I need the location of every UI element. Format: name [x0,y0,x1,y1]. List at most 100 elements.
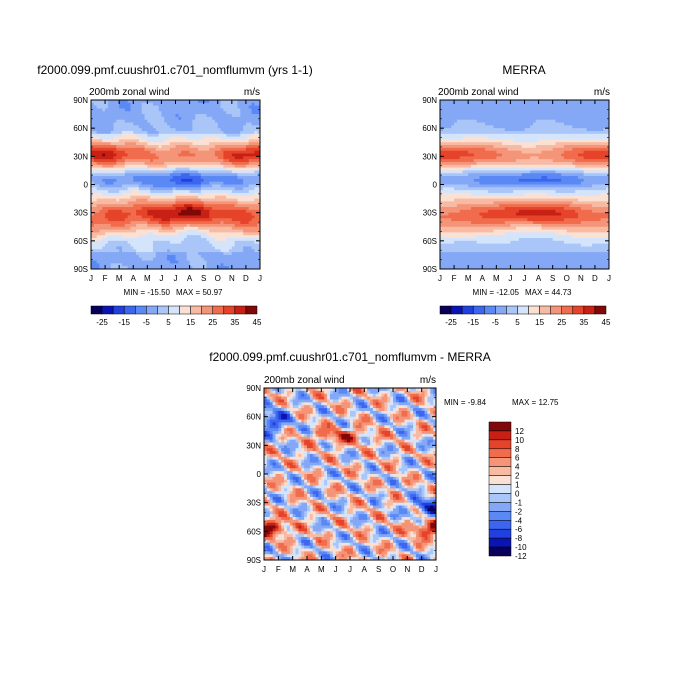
heatmap-cell [217,254,221,259]
heatmap-cell [133,105,137,109]
heatmap-cell [189,198,193,202]
heatmap-cell [229,114,233,118]
heatmap-cell [470,119,475,123]
heatmap-cell [178,150,182,154]
heatmap-cell [119,139,123,143]
heatmap-cell [152,108,157,112]
heatmap-cell [513,150,517,154]
heatmap-cell [220,153,224,157]
heatmap-cell [499,119,503,123]
heatmap-cell [181,252,185,256]
heatmap-cell [214,195,219,199]
heatmap-cell [138,266,143,270]
heatmap-cell [231,215,236,219]
heatmap-cell [507,125,511,129]
heatmap-cell [209,161,213,166]
heatmap-cell [158,246,162,250]
heatmap-cell [150,190,154,194]
heatmap-cell [169,181,174,185]
heatmap-cell [121,218,126,222]
heatmap-cell [237,192,241,197]
heatmap-cell [167,226,171,230]
heatmap-cell [141,125,145,129]
heatmap-cell [195,139,199,143]
heatmap-cell [240,142,244,146]
heatmap-cell [586,130,590,135]
heatmap-cell [541,150,545,154]
heatmap-cell [161,187,165,191]
heatmap-cell [183,159,188,163]
heatmap-cell [524,111,528,115]
heatmap-cell [493,116,497,121]
heatmap-cell [147,226,151,230]
heatmap-cell [459,139,463,143]
heatmap-cell [214,232,219,236]
heatmap-cell [527,156,531,160]
heatmap-cell [600,128,604,132]
heatmap-cell [476,130,480,135]
heatmap-cell [468,133,472,138]
heatmap-cell [248,139,252,143]
heatmap-cell [121,190,126,194]
heatmap-cell [183,254,188,259]
heatmap-cell [217,128,221,132]
heatmap-cell [186,136,190,140]
heatmap-cell [459,136,463,140]
heatmap-cell [237,201,241,205]
heatmap-cell [209,240,213,245]
heatmap-cell [527,122,531,126]
heatmap-cell [169,108,174,112]
heatmap-cell [169,178,174,183]
heatmap-cell [189,192,193,197]
heatmap-cell [138,100,143,104]
heatmap-cell [521,111,525,115]
heatmap-cell [516,125,520,129]
heatmap-cell [248,263,252,267]
heatmap-cell [144,178,148,183]
heatmap-cell [470,133,475,138]
heatmap-cell [603,145,607,149]
heatmap-cell [234,178,238,183]
heatmap-cell [181,164,185,168]
heatmap-cell [121,164,126,168]
heatmap-cell [558,111,562,115]
heatmap-cell [178,139,182,143]
heatmap-cell [119,130,123,135]
heatmap-cell [113,260,117,264]
heatmap-cell [220,108,224,112]
heatmap-cell [530,145,534,149]
heatmap-cell [147,178,151,183]
heatmap-cell [243,240,247,245]
heatmap-cell [563,153,568,157]
heatmap-cell [586,111,590,115]
heatmap-cell [110,139,114,143]
heatmap-cell [251,145,255,149]
heatmap-cell [448,133,452,138]
heatmap-cell [200,105,205,109]
heatmap-cell [237,116,241,121]
heatmap-cell [192,105,196,109]
heatmap-cell [178,116,182,121]
heatmap-cell [133,111,137,115]
heatmap-cell [257,266,261,270]
heatmap-cell [456,147,461,152]
heatmap-cell [119,181,123,185]
heatmap-cell [169,215,174,219]
heatmap-cell [203,150,207,154]
heatmap-cell [147,100,151,104]
heatmap-cell [183,212,188,216]
heatmap-cell [181,266,185,270]
heatmap-cell [251,170,255,174]
heatmap-cell [178,119,182,123]
heatmap-cell [243,178,247,183]
heatmap-cell [527,114,531,118]
heatmap-cell [155,198,159,202]
heatmap-cell [192,204,196,208]
heatmap-cell [178,130,182,135]
heatmap-cell [257,226,261,230]
heatmap-cell [586,119,590,123]
heatmap-cell [504,147,508,152]
heatmap-cell [96,116,100,121]
heatmap-cell [234,257,238,261]
heatmap-cell [130,192,134,197]
